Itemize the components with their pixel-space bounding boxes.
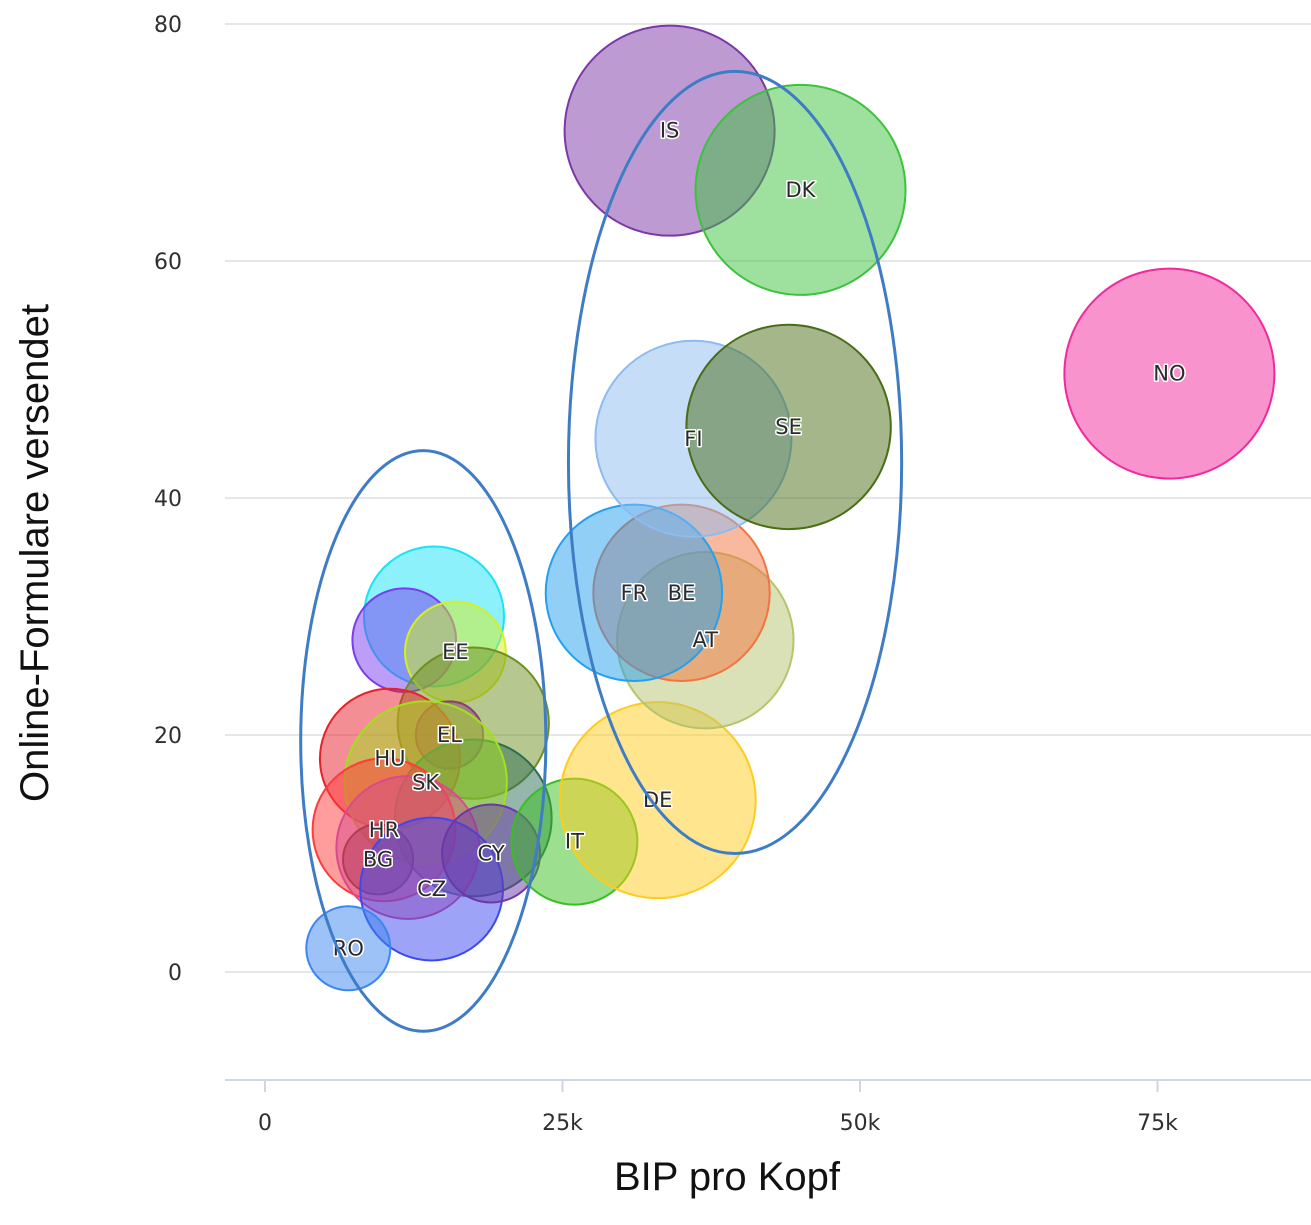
bubble-label-cz: CZ (417, 877, 446, 901)
bubble-label-fr: FR (621, 581, 648, 605)
x-tick-label: 0 (258, 1111, 272, 1136)
cluster-annotations (299, 69, 904, 1033)
y-tick-label: 20 (154, 724, 182, 749)
bubble-label-se: SE (775, 415, 802, 439)
bubble-ro (305, 905, 392, 992)
bubble-label-ee: EE (442, 640, 469, 664)
cluster-ellipse-1 (299, 449, 548, 1033)
bubble-dk (694, 83, 907, 296)
bubble-label-ro: RO (333, 936, 364, 960)
bubble-label-sk: SK (412, 770, 440, 794)
bubble-no (1063, 267, 1276, 480)
bubble-label-is: IS (660, 119, 680, 143)
bubble-label-no: NO (1153, 362, 1185, 386)
x-tick-label: 50k (840, 1111, 881, 1136)
y-tick-label: 80 (154, 13, 182, 38)
bubble-se (685, 323, 892, 531)
bubble-label-be: BE (668, 581, 696, 605)
bubble-label-bg: BG (363, 847, 393, 871)
y-tick-label: 0 (168, 961, 182, 986)
x-axis-ticks: 0 25k 50k 75k (258, 1080, 1178, 1136)
x-axis-title: BIP pro Kopf (614, 1155, 841, 1199)
y-tick-label: 60 (154, 250, 182, 275)
y-tick-label: 40 (154, 487, 182, 512)
bubble-label-it: IT (565, 830, 584, 854)
bubble-label-fi: FI (684, 427, 702, 451)
y-axis-ticks: 0 20 40 60 80 (154, 13, 182, 986)
y-axis-title: Online-Formulare versendet (13, 304, 57, 802)
bubble-label-at: AT (693, 628, 719, 652)
bubble-label-hu: HU (374, 747, 405, 771)
bubble-label-el: EL (437, 723, 462, 747)
bubble-label-dk: DK (786, 178, 817, 202)
cluster-ellipse-2 (566, 69, 904, 855)
bubble-label-cy: CY (478, 842, 505, 866)
x-tick-label: 75k (1137, 1111, 1178, 1136)
x-tick-label: 25k (542, 1111, 583, 1136)
bubble-label-hr: HR (369, 818, 399, 842)
bubbles (305, 24, 1276, 992)
